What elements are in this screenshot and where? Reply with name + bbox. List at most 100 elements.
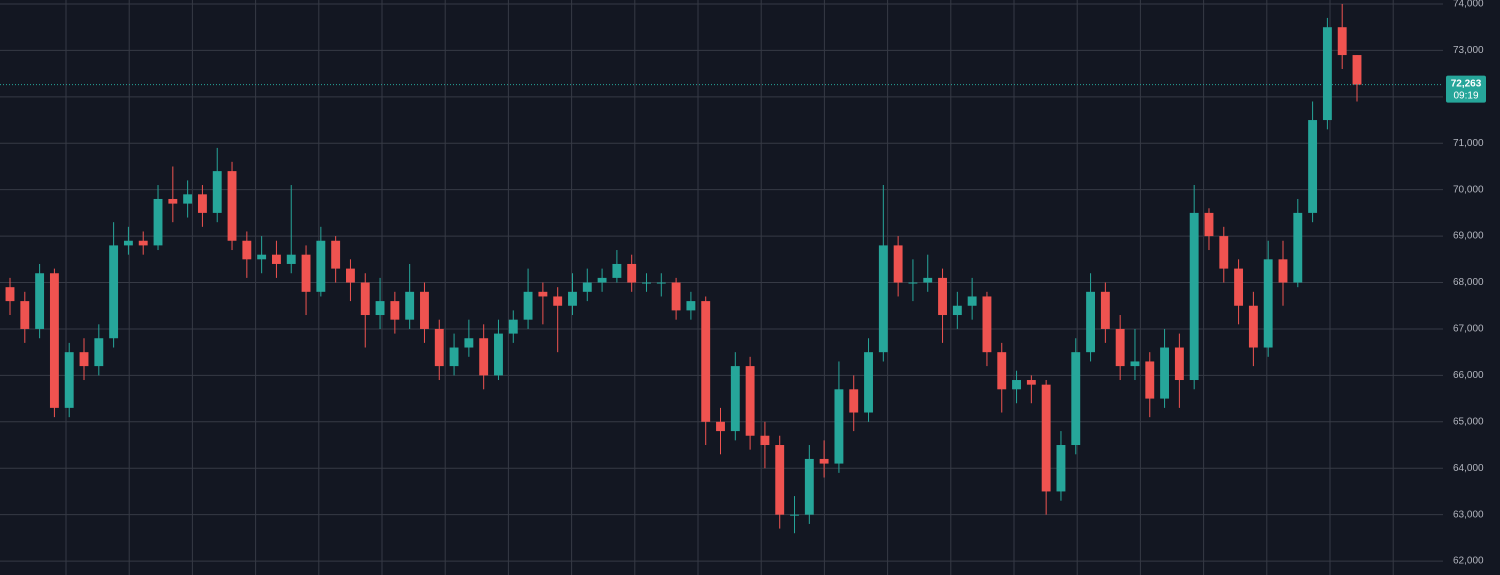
candle-body [730, 366, 740, 432]
candle-body [1234, 268, 1244, 306]
candle-body [627, 263, 637, 283]
candle-body [1219, 236, 1229, 269]
candle-body [331, 240, 341, 269]
candle-body [212, 171, 222, 213]
candle-body [1071, 352, 1081, 446]
candle-body [790, 514, 799, 516]
y-tick-label: 68,000 [1453, 277, 1484, 288]
candle-body [997, 352, 1007, 390]
candle-body [1352, 55, 1362, 85]
last-price-badge [1446, 75, 1486, 103]
candle-body [420, 291, 429, 329]
candle-body [508, 319, 518, 334]
candle-body [360, 282, 370, 316]
candle-body [434, 328, 444, 367]
candle-body [1204, 212, 1214, 237]
candle-body [197, 194, 207, 213]
candle-body [864, 352, 873, 413]
candle-body [390, 301, 400, 320]
candle-body [242, 240, 252, 260]
y-tick-label: 66,000 [1453, 370, 1484, 381]
candle-body [656, 282, 666, 284]
y-tick-label: 69,000 [1453, 231, 1484, 242]
candle-body [1308, 120, 1318, 213]
candle-body [745, 366, 755, 436]
candle-body [94, 338, 104, 367]
candle-body [967, 296, 977, 306]
candle-body [1130, 361, 1140, 367]
candle-body [1248, 305, 1258, 348]
candle-body [1293, 212, 1303, 283]
candle-body [597, 277, 607, 283]
candle-body [271, 254, 281, 264]
candle-body [1086, 291, 1096, 353]
candles [5, 3, 1362, 534]
candle-body [168, 198, 178, 204]
y-tick-label: 74,000 [1453, 0, 1484, 10]
candle-body [479, 338, 489, 376]
candle-body [582, 282, 592, 292]
candle-body [568, 291, 577, 306]
candle-body [642, 282, 651, 284]
candle-body [923, 277, 933, 283]
candle-body [671, 282, 681, 311]
candle-body [35, 273, 45, 329]
candle-body [1278, 259, 1288, 283]
y-tick-label: 63,000 [1453, 509, 1484, 520]
candle-body [1263, 259, 1273, 348]
candle-body [301, 254, 311, 292]
candle-body [1145, 361, 1155, 399]
candle-body [893, 245, 903, 283]
candle-body [878, 245, 888, 353]
candle-body [1189, 212, 1199, 381]
candle-body [257, 254, 267, 260]
price-axis: 62,000 63,000 64,000 65,000 66,000 67,000 68,0… [0, 0, 1486, 567]
candle-body [5, 287, 15, 302]
candle-body [494, 333, 503, 376]
candle-body [938, 277, 947, 316]
candle-body [109, 245, 119, 339]
candle-body [464, 338, 474, 348]
candle-body [1100, 291, 1110, 329]
y-tick-label: 71,000 [1453, 138, 1484, 149]
candle-body [64, 352, 74, 408]
candle-body [1026, 380, 1036, 385]
candle-body [1056, 445, 1066, 492]
candle-body [123, 240, 133, 246]
candle-body [1041, 384, 1051, 492]
y-tick-label: 67,000 [1453, 324, 1484, 335]
countdown-label: 09:19 [1453, 90, 1478, 101]
candle-body [612, 263, 622, 278]
candle-body [153, 198, 163, 246]
candle-body [523, 291, 533, 320]
candle-body [1160, 347, 1170, 399]
candle-body [49, 273, 59, 408]
candle-body [834, 389, 844, 464]
y-tick-label: 70,000 [1453, 184, 1484, 195]
candle-body [449, 347, 459, 367]
candle-body [908, 282, 918, 284]
candle-body [20, 301, 30, 329]
candle-body [982, 296, 992, 353]
candle-body [686, 301, 696, 311]
candle-body [804, 458, 814, 515]
candle-body [346, 268, 355, 283]
candle-body [701, 301, 711, 422]
candle-body [1337, 27, 1347, 56]
candle-body [227, 171, 237, 241]
candle-body [819, 458, 829, 464]
y-tick-label: 73,000 [1453, 45, 1484, 56]
candle-body [538, 291, 548, 297]
y-tick-label: 65,000 [1453, 416, 1484, 427]
candle-body [1322, 27, 1332, 121]
candle-body [952, 305, 962, 316]
candle-body [775, 445, 785, 515]
candle-body [316, 240, 326, 292]
candle-body [760, 435, 770, 446]
candle-body [286, 254, 296, 264]
candle-body [138, 240, 148, 246]
candle-body [1012, 380, 1021, 390]
